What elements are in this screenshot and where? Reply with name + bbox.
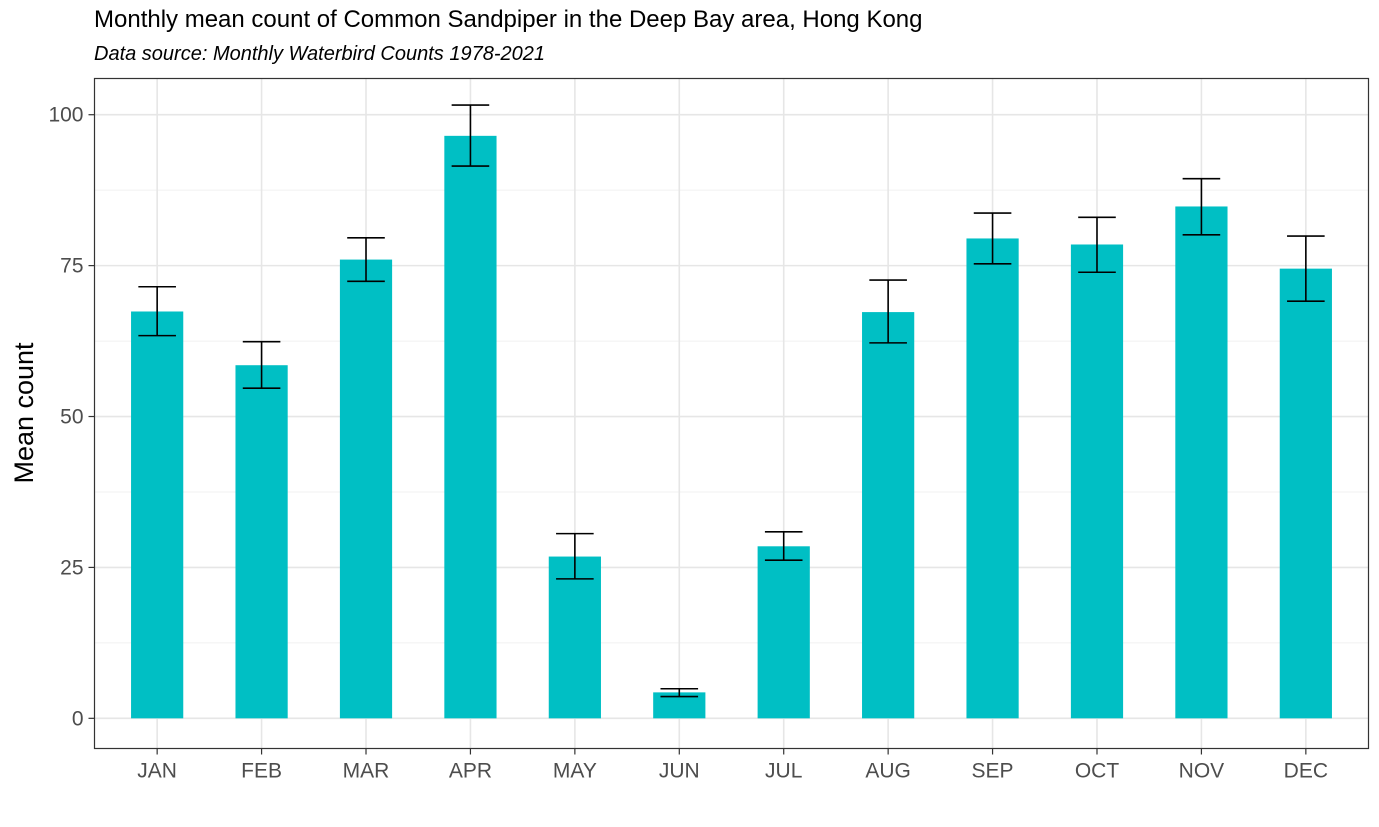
bar-jan	[131, 311, 184, 719]
y-tick-label: 25	[60, 556, 83, 579]
bar-jul	[757, 546, 810, 719]
x-tick-label-dec: DEC	[1284, 760, 1328, 783]
bar-aug	[862, 312, 915, 719]
error-bar-apr	[451, 104, 490, 167]
x-tick-label-nov: NOV	[1179, 760, 1225, 783]
bar-may	[548, 556, 601, 719]
x-tick-label-apr: APR	[449, 760, 492, 783]
error-bar-oct	[1078, 216, 1116, 274]
plot-panel-border	[93, 77, 1370, 750]
chart-title: Monthly mean count of Common Sandpiper i…	[94, 6, 923, 33]
error-bar-jan	[138, 285, 176, 337]
bar-nov	[1175, 206, 1228, 719]
bar-apr	[444, 135, 497, 719]
x-tick-label-jul: JUL	[765, 760, 802, 783]
error-bar-jun	[660, 687, 699, 698]
error-bar-mar	[347, 237, 385, 283]
error-bar-dec	[1287, 235, 1325, 303]
bar-feb	[235, 365, 288, 719]
bar-oct	[1070, 244, 1124, 719]
bar-sep	[966, 238, 1019, 719]
y-axis: 0 25 50 75 100	[48, 104, 95, 730]
bar-dec	[1279, 268, 1332, 719]
x-tick-label-may: MAY	[553, 760, 597, 783]
y-tick-label: 50	[60, 406, 83, 429]
bar-layer	[131, 135, 1332, 719]
x-tick-label-feb: FEB	[241, 760, 282, 783]
error-bar-feb	[242, 340, 281, 389]
error-bar-aug	[869, 279, 907, 344]
x-axis: JAN FEB MAR APR MAY JUN JUL AUG SEP OCT NOV DEC	[137, 748, 1328, 783]
error-bar-jul	[764, 531, 803, 561]
error-bar-sep	[973, 212, 1012, 265]
x-tick-label-jun: JUN	[659, 760, 700, 783]
x-tick-label-mar: MAR	[343, 760, 390, 783]
y-axis-title: Mean count	[9, 342, 39, 484]
x-tick-label-oct: OCT	[1075, 760, 1120, 783]
x-tick-label-sep: SEP	[972, 760, 1014, 783]
x-tick-label-aug: AUG	[865, 760, 911, 783]
error-bar-nov	[1182, 177, 1221, 236]
error-bar-may	[556, 532, 594, 580]
y-tick-label: 75	[60, 255, 83, 278]
bar-mar	[339, 259, 393, 719]
y-tick-label: 100	[48, 104, 83, 127]
chart-subtitle: Data source: Monthly Waterbird Counts 19…	[94, 43, 545, 65]
x-tick-label-jan: JAN	[137, 760, 177, 783]
error-bar-layer	[138, 104, 1325, 698]
y-tick-label: 0	[72, 707, 84, 730]
